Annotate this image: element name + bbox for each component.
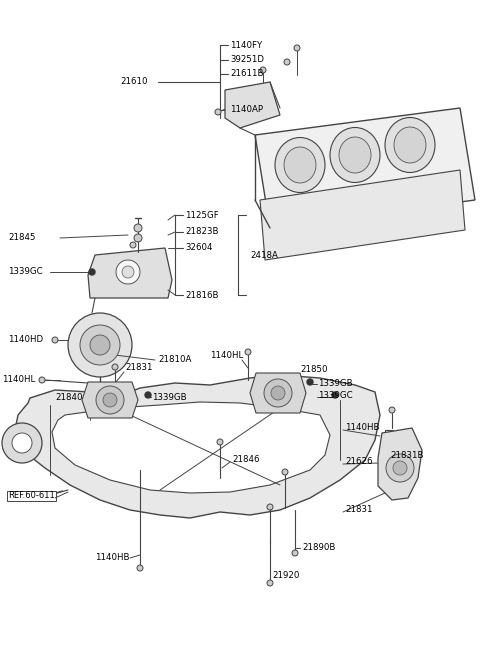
Text: 21626: 21626 [345,457,372,466]
Polygon shape [378,428,422,500]
Text: 21810A: 21810A [158,356,192,365]
Circle shape [145,392,151,398]
Text: 1339GC: 1339GC [318,392,353,401]
Polygon shape [260,170,465,260]
Circle shape [215,109,221,115]
Text: 1125GF: 1125GF [185,211,219,220]
Polygon shape [52,402,330,493]
Circle shape [116,260,140,284]
Circle shape [245,349,251,355]
Circle shape [130,242,136,248]
Text: 1140AP: 1140AP [230,106,263,115]
Text: 1140HL: 1140HL [2,375,35,384]
Ellipse shape [394,127,426,163]
Circle shape [386,454,414,482]
Circle shape [12,433,32,453]
Circle shape [282,469,288,475]
Circle shape [2,423,42,463]
Circle shape [52,337,58,343]
Text: 21831B: 21831B [390,451,423,459]
Circle shape [39,377,45,383]
Text: 21816B: 21816B [185,291,218,300]
Polygon shape [15,375,380,518]
Circle shape [267,580,273,586]
Text: REF.60-611: REF.60-611 [8,491,55,501]
Text: 21831: 21831 [125,363,153,373]
Text: 1140HD: 1140HD [8,335,43,344]
Circle shape [332,392,338,398]
Circle shape [217,439,223,445]
Text: 21850: 21850 [300,365,327,375]
Ellipse shape [284,147,316,183]
Circle shape [393,461,407,475]
Text: 21831: 21831 [345,506,372,514]
Text: 1140HB: 1140HB [95,554,130,562]
Text: 21845: 21845 [8,234,36,243]
Circle shape [294,45,300,51]
Polygon shape [250,373,306,413]
Circle shape [134,224,142,232]
Ellipse shape [275,138,325,192]
Text: 2418A: 2418A [250,251,278,260]
Text: 1339GB: 1339GB [152,394,187,403]
Circle shape [103,393,117,407]
Circle shape [122,266,134,278]
Circle shape [389,407,395,413]
Circle shape [264,379,292,407]
Circle shape [137,565,143,571]
Text: 21846: 21846 [232,455,260,464]
Circle shape [284,59,290,65]
Ellipse shape [330,127,380,182]
Circle shape [292,550,298,556]
Text: 1339GB: 1339GB [318,380,353,388]
Circle shape [89,269,95,275]
Circle shape [267,504,273,510]
Text: 21840: 21840 [55,394,83,403]
Polygon shape [88,248,172,298]
Circle shape [96,386,124,414]
Circle shape [271,386,285,400]
Polygon shape [225,82,280,128]
Polygon shape [255,108,475,228]
Text: 1140HL: 1140HL [210,352,243,361]
Circle shape [307,379,313,385]
Text: 1140FY: 1140FY [230,41,262,49]
Text: 21823B: 21823B [185,228,218,237]
Circle shape [68,313,132,377]
Circle shape [80,325,120,365]
Circle shape [260,67,266,73]
Text: 21890B: 21890B [302,544,336,552]
Circle shape [112,364,118,370]
Ellipse shape [385,117,435,173]
Polygon shape [82,382,138,418]
Ellipse shape [339,137,371,173]
Text: 32604: 32604 [185,243,213,253]
Text: 1339GC: 1339GC [8,268,43,276]
Text: 21920: 21920 [272,571,300,579]
Text: 39251D: 39251D [230,56,264,64]
Text: 1140HB: 1140HB [345,424,380,432]
Circle shape [134,234,142,242]
Circle shape [90,335,110,355]
Text: 21611B: 21611B [230,70,264,79]
Text: 21610: 21610 [120,77,147,87]
